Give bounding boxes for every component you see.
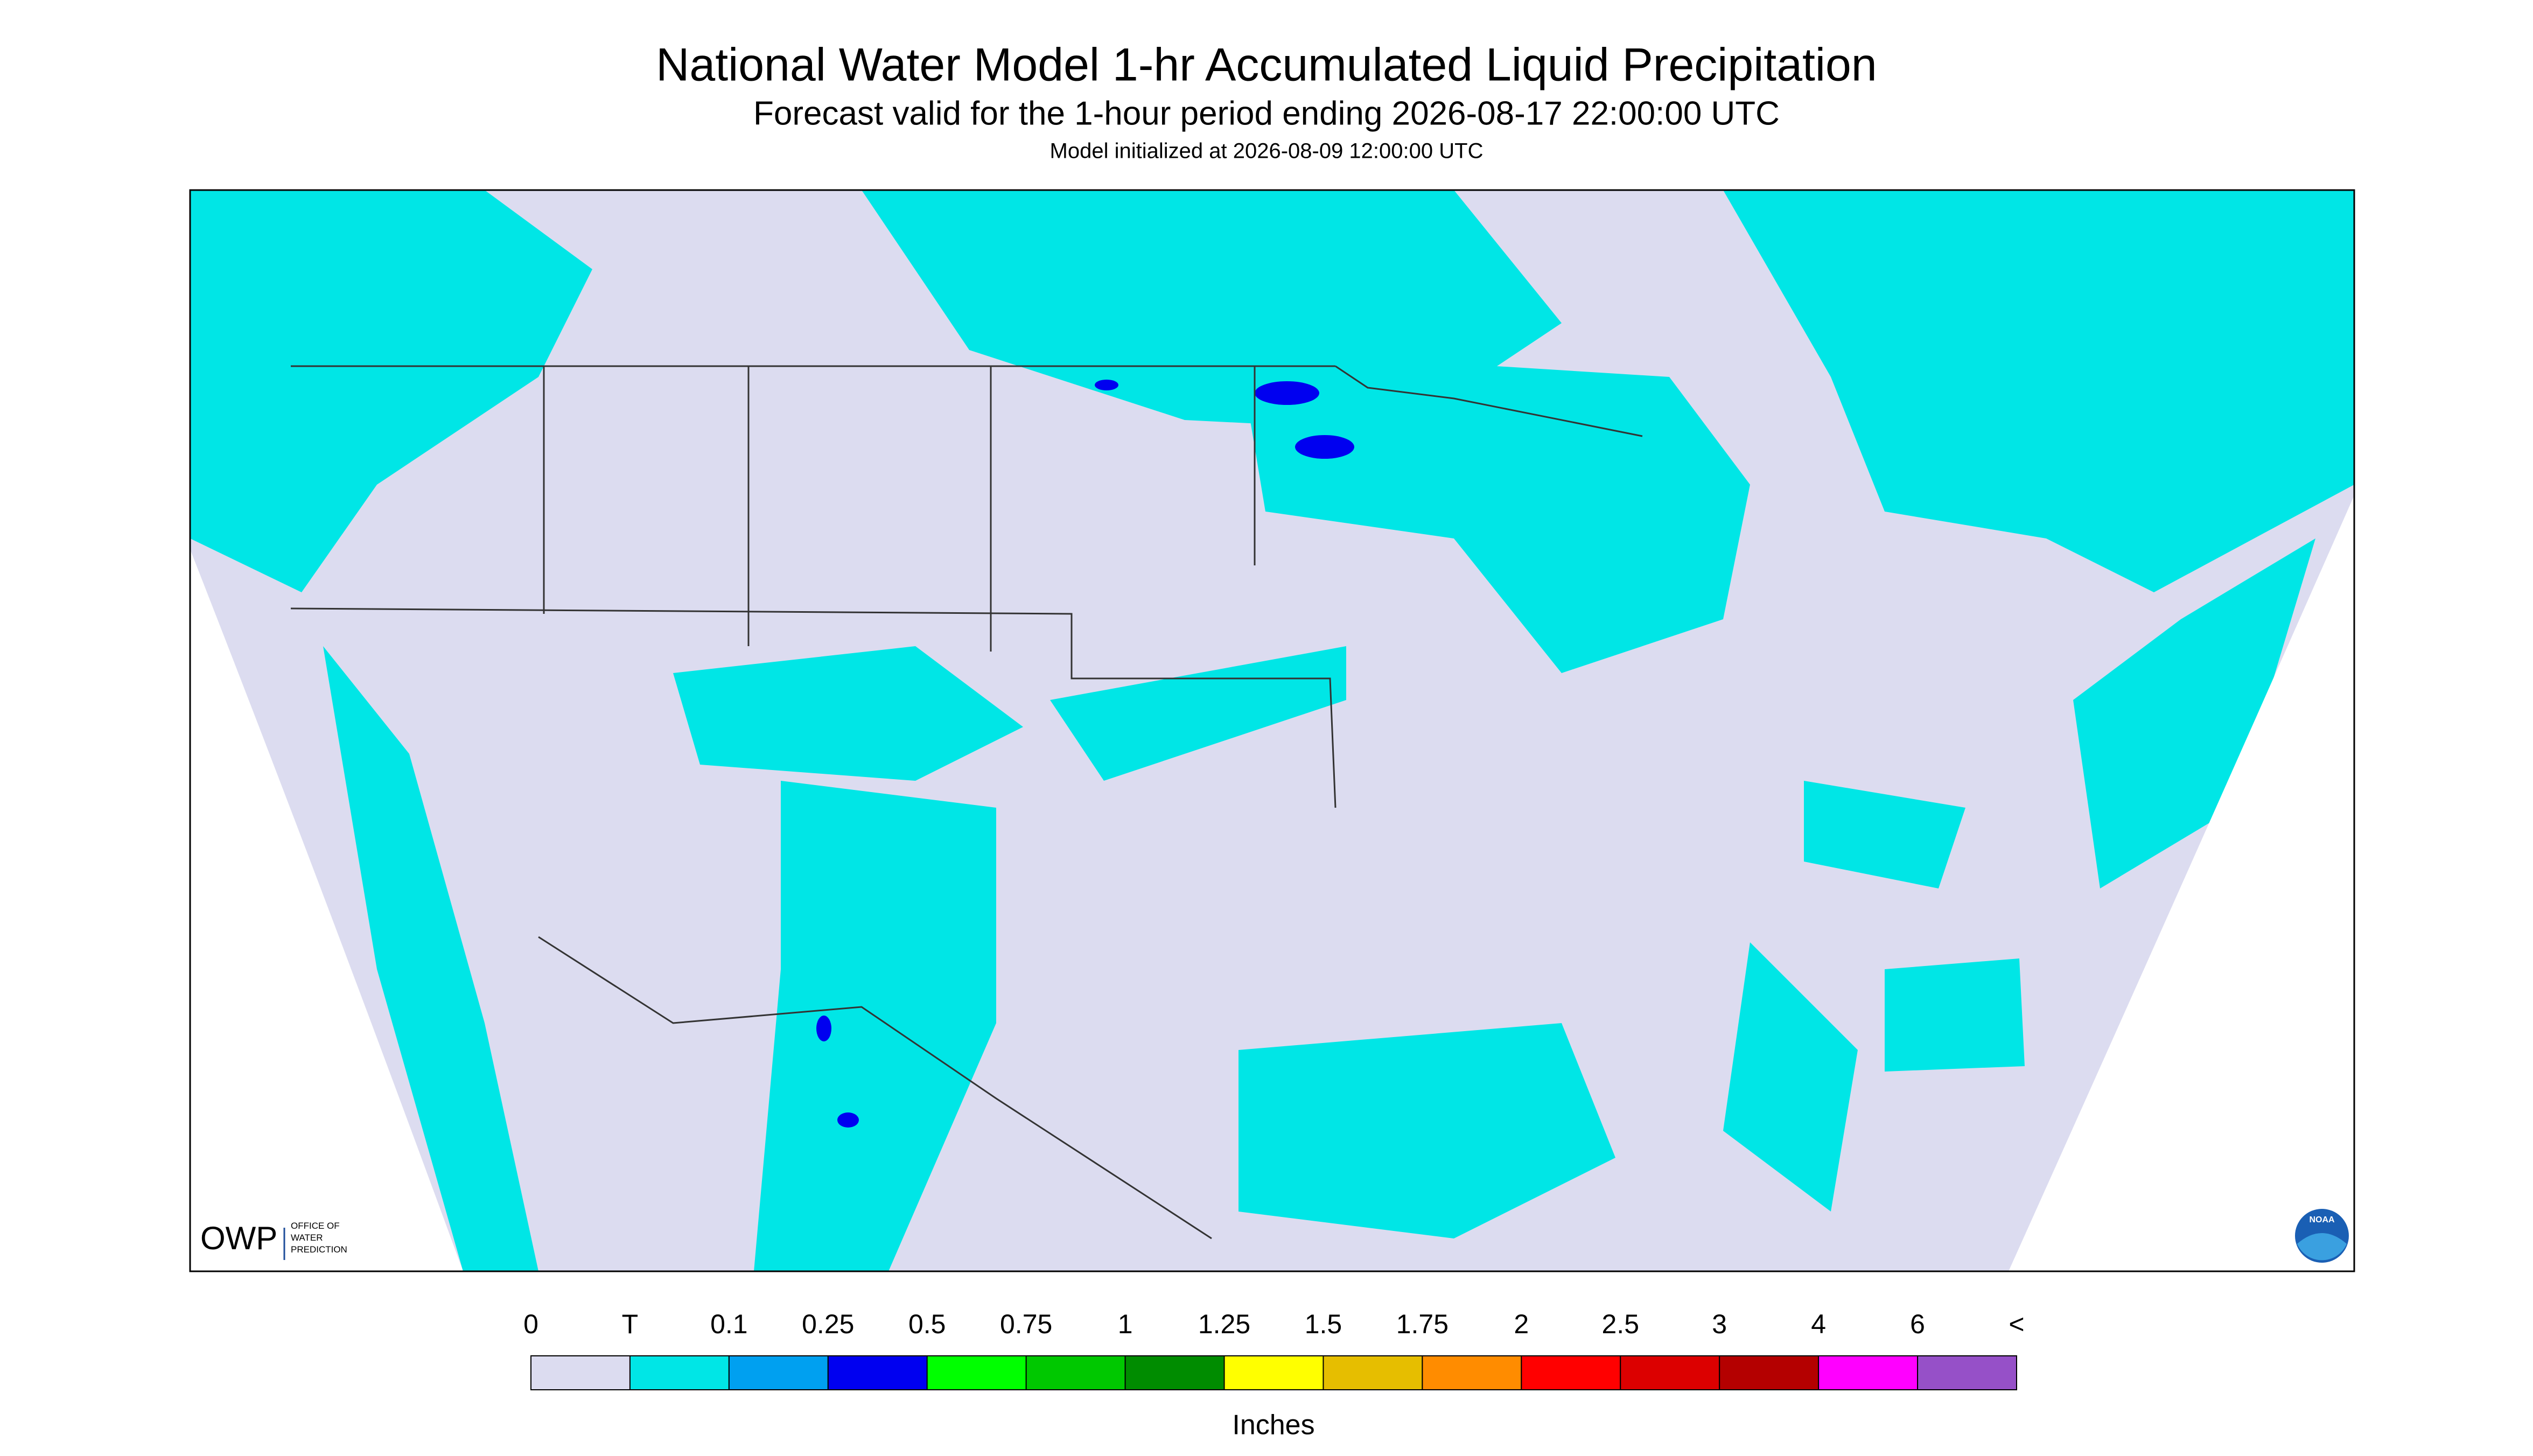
subtitle: Forecast valid for the 1-hour period end… — [753, 95, 1780, 132]
legend-swatch — [728, 1355, 829, 1390]
legend-swatch — [1620, 1355, 1720, 1390]
legend-label: 1.25 — [1198, 1309, 1250, 1339]
legend-label: 2 — [1514, 1309, 1529, 1339]
legend-swatch — [1521, 1355, 1621, 1390]
legend-label: 2.5 — [1602, 1309, 1640, 1339]
legend-label: 0.5 — [908, 1309, 946, 1339]
legend-label: 4 — [1811, 1309, 1826, 1339]
legend-swatch — [1422, 1355, 1522, 1390]
legend-label: 0 — [523, 1309, 538, 1339]
legend-swatch — [827, 1355, 928, 1390]
boundaries — [290, 365, 1643, 1240]
legend-label: 0.25 — [802, 1309, 854, 1339]
legend-label: 3 — [1712, 1309, 1727, 1339]
map: OWP OFFICE OF WATER PREDICTION NOAA — [189, 189, 2355, 1272]
legend-label: 0.75 — [1000, 1309, 1052, 1339]
legend-swatch — [530, 1355, 631, 1390]
out-of-domain — [190, 495, 2354, 1271]
owp-logo-line: WATER — [291, 1233, 323, 1243]
title: National Water Model 1-hr Accumulated Li… — [656, 39, 1877, 91]
legend-swatch — [1323, 1355, 1423, 1390]
map-frame — [189, 189, 2355, 1272]
noaa-logo-text: NOAA — [2309, 1215, 2335, 1224]
legend: Inches 0 T 0.1 0.25 0.5 0.75 1 1.25 1.5 1.75 2 2.5 3… — [523, 1309, 2025, 1441]
owp-logo: OWP OFFICE OF WATER PREDICTION — [200, 1220, 347, 1260]
owp-logo-line: OFFICE OF — [291, 1221, 340, 1231]
legend-swatch — [1917, 1355, 2017, 1390]
legend-swatch — [629, 1355, 730, 1390]
legend-swatch — [1025, 1355, 1126, 1390]
legend-label: 1.5 — [1305, 1309, 1342, 1339]
legend-swatch — [1818, 1355, 1919, 1390]
init-note: Model initialized at 2026-08-09 12:00:00… — [1050, 139, 1484, 163]
legend-label: 1 — [1118, 1309, 1133, 1339]
legend-label: 0.1 — [710, 1309, 748, 1339]
legend-label: 6 — [1910, 1309, 1925, 1339]
legend-swatch — [1223, 1355, 1324, 1390]
legend-swatch — [1719, 1355, 1820, 1390]
precip-areas — [190, 190, 2354, 1271]
legend-label: < — [2009, 1309, 2024, 1339]
legend-swatch — [1124, 1355, 1225, 1390]
owp-logo-text: OWP — [200, 1220, 277, 1256]
legend-label: 1.75 — [1396, 1309, 1449, 1339]
noaa-logo: NOAA — [2295, 1209, 2349, 1263]
legend-title: Inches — [1232, 1410, 1314, 1441]
legend-swatch — [926, 1355, 1027, 1390]
owp-logo-line: PREDICTION — [291, 1244, 347, 1255]
heavy-precip — [816, 380, 1354, 1128]
legend-label: T — [622, 1309, 639, 1339]
